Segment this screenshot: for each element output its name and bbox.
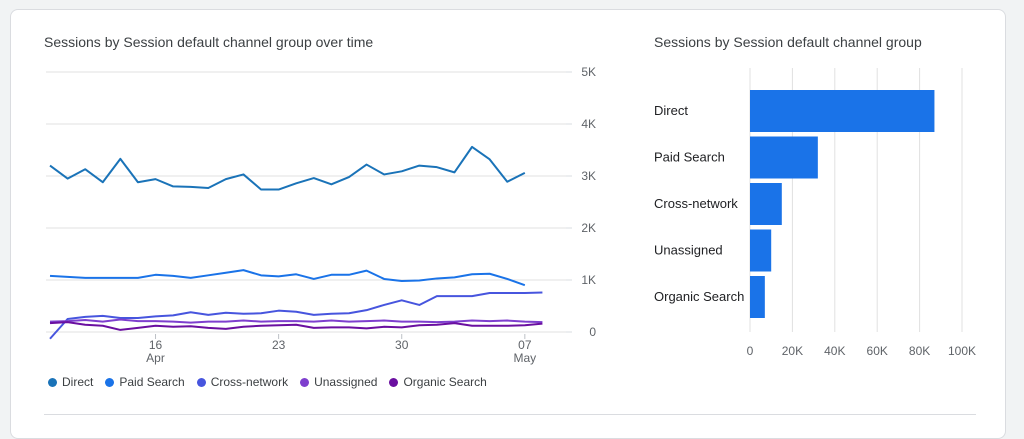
legend-label: Paid Search	[119, 375, 185, 389]
x-tick-day: 30	[395, 338, 409, 352]
x-tick-month: Apr	[146, 351, 165, 365]
series-line-organic-search[interactable]	[49, 321, 543, 331]
x-tick-label: 40K	[824, 344, 845, 358]
bar-unassigned[interactable]	[750, 229, 772, 272]
legend-item-organic-search[interactable]: Organic Search	[389, 375, 487, 389]
legend-label: Organic Search	[403, 375, 487, 389]
bar-chart[interactable]: 0 20K 40K 60K 80K 100K Direct Paid Search Cross-…	[0, 0, 1024, 419]
y-tick-label: 4K	[581, 117, 596, 131]
y-tick-label: 5K	[581, 65, 596, 79]
category-label: Cross-network	[654, 196, 738, 211]
legend-item-paid-search[interactable]: Paid Search	[105, 375, 185, 389]
x-tick-label: 80K	[909, 344, 930, 358]
y-tick-label: 3K	[581, 169, 596, 183]
line-chart-title: Sessions by Session default channel grou…	[44, 34, 374, 50]
legend-swatch	[389, 377, 399, 387]
legend-swatch	[196, 377, 206, 387]
legend-label: Direct	[62, 375, 94, 389]
x-tick-label: 60K	[867, 344, 888, 358]
y-tick-label: 0	[589, 325, 596, 339]
category-label: Direct	[654, 103, 688, 118]
x-tick-day: 16	[149, 338, 163, 352]
category-label: Organic Search	[654, 289, 744, 304]
x-tick-day: 07	[518, 338, 532, 352]
line-chart-legend: Direct Paid Search Cross-network Unassigned…	[48, 375, 487, 389]
x-tick-month: May	[513, 351, 536, 365]
x-tick-day: 23	[272, 338, 286, 352]
legend-swatch	[48, 377, 57, 387]
bar-direct[interactable]	[750, 90, 935, 132]
series-line-cross-network[interactable]	[49, 291, 543, 340]
legend-label: Cross-network	[210, 375, 289, 389]
divider	[44, 414, 976, 415]
bar-paid-search[interactable]	[750, 136, 818, 179]
legend-item-unassigned[interactable]: Unassigned	[300, 375, 377, 389]
series-line-direct[interactable]	[49, 145, 526, 191]
category-label: Unassigned	[654, 243, 723, 258]
bar-cross-network[interactable]	[750, 183, 782, 225]
x-tick-label: 0	[747, 344, 754, 358]
legend-swatch	[105, 377, 115, 387]
bar-organic-search[interactable]	[750, 276, 765, 318]
x-tick-label: 100K	[948, 344, 976, 358]
bar-chart-title: Sessions by Session default channel grou…	[654, 34, 922, 50]
y-tick-label: 1K	[581, 273, 596, 287]
legend-item-cross-network[interactable]: Cross-network	[196, 375, 289, 389]
legend-swatch	[300, 377, 310, 387]
category-label: Paid Search	[654, 150, 725, 165]
y-tick-label: 2K	[581, 221, 596, 235]
x-tick-label: 20K	[782, 344, 803, 358]
legend-item-direct[interactable]: Direct	[48, 375, 93, 389]
report-card	[10, 9, 1006, 439]
legend-label: Unassigned	[314, 375, 378, 389]
series-line-unassigned[interactable]	[49, 318, 543, 324]
series-line-paid-search[interactable]	[49, 269, 526, 287]
